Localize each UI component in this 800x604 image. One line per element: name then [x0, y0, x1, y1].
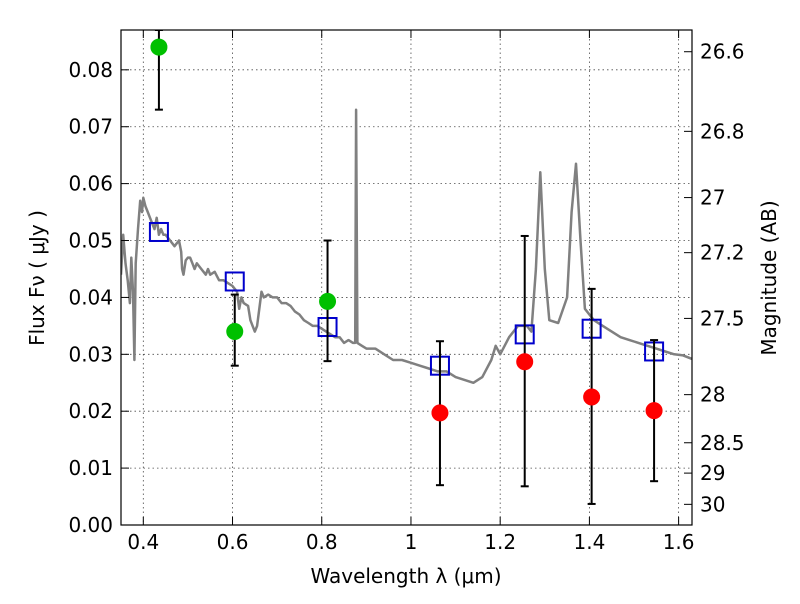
model-flux-square [148, 221, 169, 242]
y-tick-label: 0.01 [68, 456, 113, 480]
observed-flux-point [583, 388, 601, 406]
x-tick-label: 1.6 [663, 530, 695, 554]
y2-tick-label: 26.6 [700, 40, 745, 64]
y2-tick-label: 29 [700, 461, 725, 485]
x-tick-label: 1 [405, 530, 418, 554]
y2-tick-label: 26.8 [700, 119, 745, 143]
x-axis-label: Wavelength λ (μm) [310, 564, 501, 588]
x-tick-label: 0.6 [217, 530, 249, 554]
x-tick-label: 1.4 [573, 530, 605, 554]
y-tick-label: 0.06 [68, 172, 113, 196]
y2-tick-label: 27.2 [700, 241, 745, 265]
observed-flux-point [226, 323, 244, 341]
axes-frame [120, 29, 693, 526]
x-tick-label: 0.8 [306, 530, 338, 554]
spectrum-line [121, 108, 692, 385]
x-tick-label: 1.2 [484, 530, 516, 554]
y-tick-label: 0.04 [68, 285, 113, 309]
y2-tick-label: 27.5 [700, 306, 745, 330]
y2-tick-label: 27 [700, 186, 725, 210]
plot-area [121, 30, 692, 505]
y-tick-label: 0.05 [68, 229, 113, 253]
y-tick-label: 0.02 [68, 399, 113, 423]
y-tick-label: 0.07 [68, 115, 113, 139]
observed-flux-point [431, 404, 449, 422]
grid [121, 30, 692, 526]
y-tick-label: 0.08 [68, 58, 113, 82]
y-tick-label: 0.03 [68, 342, 113, 366]
y2-tick-label: 30 [700, 492, 725, 516]
ticks: 0.4 0.6 0.8 1 1.2 1.4 1.6 0.00 0.01 0.02 0.03 0.04 0… [68, 30, 745, 554]
observed-flux-point [319, 292, 337, 310]
y-tick-label: 0.00 [68, 513, 113, 537]
model-flux-square [224, 271, 245, 292]
observed-flux-point [645, 402, 663, 420]
y2-tick-label: 28 [700, 383, 725, 407]
y-axis-label: Flux Fν ( μJy ) [25, 210, 49, 346]
y2-axis-label: Magnitude (AB) [757, 200, 781, 355]
observed-flux-point [150, 38, 168, 56]
y2-tick-label: 28.5 [700, 431, 745, 455]
x-tick-label: 0.4 [127, 530, 159, 554]
observed-flux-point [516, 353, 534, 371]
